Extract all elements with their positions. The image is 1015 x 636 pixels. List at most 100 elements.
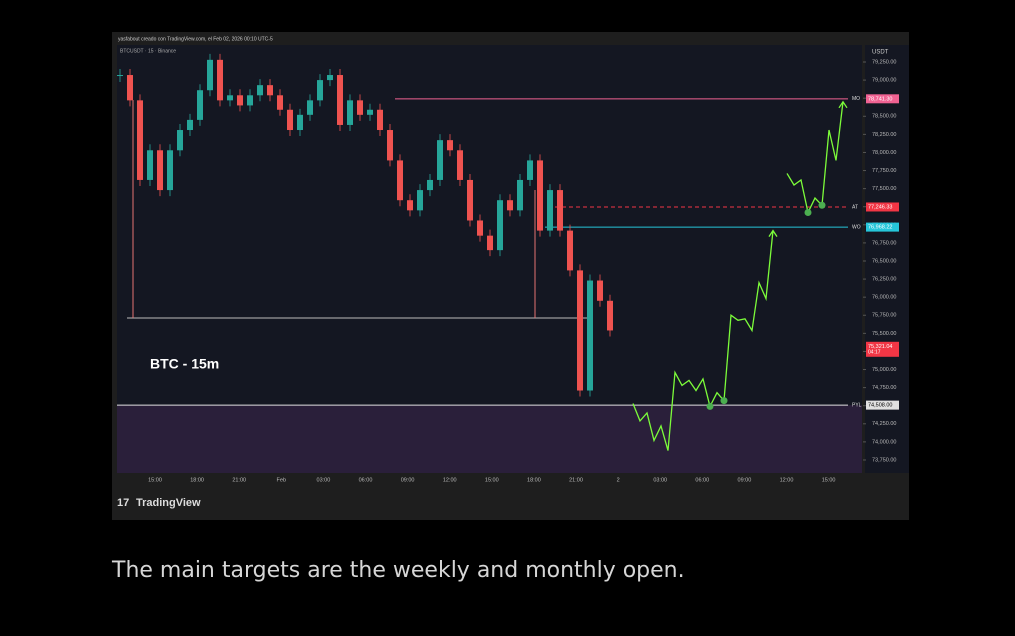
y-tick-label: 76,000.00: [872, 295, 896, 301]
x-tick-label: 03:00: [653, 477, 667, 483]
level-label: 78,741.30: [868, 96, 892, 102]
x-tick-label: 15:00: [822, 477, 836, 483]
candle: [287, 109, 293, 131]
x-tick-label: 12:00: [443, 477, 457, 483]
candle: [467, 179, 473, 221]
candle: [167, 150, 173, 191]
candle: [137, 100, 143, 180]
level-name: PYL: [852, 402, 862, 408]
projection-line: [632, 230, 774, 451]
level-name: MO: [852, 96, 860, 102]
x-tick-label: 06:00: [359, 477, 373, 483]
candle: [587, 280, 593, 391]
y-tick-label: 76,750.00: [872, 240, 896, 246]
x-tick-label: 09:00: [401, 477, 415, 483]
candle: [477, 220, 483, 236]
level-tag: [866, 94, 899, 104]
current-label: 75,321.04: [868, 344, 892, 350]
candle: [207, 59, 213, 91]
caption: The main targets are the weekly and mont…: [112, 558, 685, 583]
currency: USDT: [872, 50, 889, 56]
candle: [197, 90, 203, 120]
candle: [517, 179, 523, 211]
annotation: BTC - 15m: [150, 356, 219, 372]
x-tick-label: 15:00: [148, 477, 162, 483]
candle: [187, 119, 193, 131]
level-tag: [866, 202, 899, 212]
candle: [267, 85, 273, 96]
y-tick-label: 79,250.00: [872, 59, 896, 65]
candle: [227, 95, 233, 101]
x-tick-label: 21:00: [569, 477, 583, 483]
projection-dot: [720, 397, 728, 405]
header: yasfabout creado con TradingView.com, el…: [118, 36, 273, 42]
candle: [597, 280, 603, 301]
y-tick-label: 77,750.00: [872, 168, 896, 174]
y-tick-label: 78,250.00: [872, 132, 896, 138]
y-tick-label: 74,000.00: [872, 439, 896, 445]
candle: [127, 75, 133, 101]
candle: [507, 200, 513, 211]
x-tick-label: 18:00: [190, 477, 204, 483]
y-tick-label: 78,000.00: [872, 150, 896, 156]
x-tick-label: Feb: [277, 477, 286, 483]
level-tag: [866, 400, 899, 410]
x-tick-label: 12:00: [780, 477, 794, 483]
x-tick-label: 18:00: [527, 477, 541, 483]
y-tick-label: 75,500.00: [872, 331, 896, 337]
candle: [497, 200, 503, 251]
candle: [327, 75, 333, 81]
candle: [557, 190, 563, 231]
candle: [217, 59, 223, 101]
candle: [157, 150, 163, 191]
candle: [337, 75, 343, 125]
candle: [447, 140, 453, 151]
candle: [317, 80, 323, 101]
y-tick-label: 74,250.00: [872, 421, 896, 427]
candle: [607, 300, 613, 331]
pyl-zone: [117, 405, 862, 473]
level-label: 74,508.00: [868, 403, 892, 409]
brand-logo: 17: [117, 497, 129, 509]
symbol: BTCUSDT · 15 · Binance: [120, 48, 176, 54]
candle: [367, 109, 373, 115]
candle: [357, 100, 363, 115]
candle: [387, 130, 393, 161]
x-tick-label: 2: [617, 477, 620, 483]
x-tick-label: 03:00: [317, 477, 331, 483]
projection-dot: [706, 402, 714, 410]
x-tick-label: 15:00: [485, 477, 499, 483]
candle: [437, 140, 443, 180]
candle: [417, 190, 423, 211]
level-name: WO: [852, 224, 861, 230]
candle: [577, 270, 583, 391]
candle: [257, 85, 263, 96]
x-tick-label: 09:00: [738, 477, 752, 483]
candle: [457, 150, 463, 180]
y-tick-label: 77,500.00: [872, 186, 896, 192]
x-tick-label: 21:00: [232, 477, 246, 483]
candle: [237, 95, 243, 106]
candle: [277, 95, 283, 110]
candle: [117, 75, 123, 77]
candle: [147, 150, 153, 180]
projection-dot: [818, 201, 826, 209]
candle: [177, 130, 183, 151]
candle: [347, 100, 353, 125]
candle: [487, 235, 493, 251]
y-tick-label: 78,500.00: [872, 114, 896, 120]
candle: [547, 190, 553, 231]
candle: [537, 160, 543, 231]
chart-image: yasfabout creado con TradingView.com, el…: [112, 32, 909, 520]
arrow-head: [768, 229, 778, 237]
projection-dot: [804, 209, 812, 217]
current-tag: [866, 341, 899, 357]
level-label: 77,246.33: [868, 204, 892, 210]
y-tick-label: 79,000.00: [872, 78, 896, 84]
y-tick-label: 73,750.00: [872, 457, 896, 463]
plot-area: [117, 45, 862, 473]
brand: TradingView: [136, 497, 201, 509]
level-label: 76,968.22: [868, 225, 892, 231]
candle: [377, 109, 383, 131]
